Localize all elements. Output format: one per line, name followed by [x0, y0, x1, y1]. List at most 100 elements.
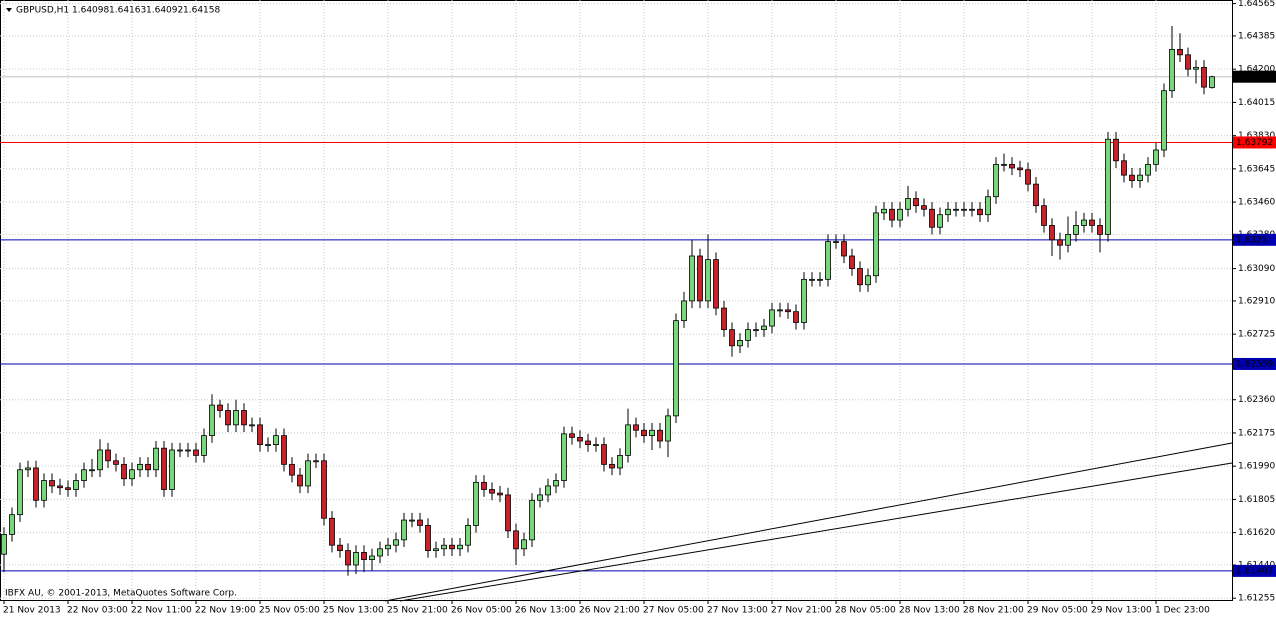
candle-body	[177, 449, 183, 452]
axes: 1.64565 1.64385 1.64200 1.64015 1.63830 1.636…	[3, 0, 1276, 616]
candle-body	[769, 309, 775, 327]
candle-body	[785, 309, 791, 313]
candle-body	[1153, 149, 1159, 165]
candle-body	[393, 539, 399, 546]
price-tag-label: 1.64158	[1236, 72, 1273, 82]
candle-body	[657, 429, 663, 442]
candle-body	[433, 548, 439, 551]
x-tick-label: 25 Nov 13:00	[323, 606, 384, 616]
candle-body	[169, 449, 175, 490]
candle-body	[409, 519, 415, 522]
candle-body	[337, 544, 343, 551]
candle-body	[921, 205, 927, 210]
price-tag	[1233, 564, 1276, 577]
candle-body	[441, 544, 447, 550]
candle-body	[1041, 205, 1047, 226]
candle-body	[201, 435, 207, 456]
candle-body	[641, 429, 647, 437]
header-value: 1.64163	[109, 6, 146, 16]
candle-body	[1057, 239, 1063, 246]
candle-body	[905, 198, 911, 210]
plot-frame	[0, 0, 1233, 601]
candle-body	[689, 255, 695, 302]
candle-body	[1121, 160, 1127, 176]
y-tick-label: 1.63460	[1238, 198, 1275, 208]
candle-body	[913, 198, 919, 207]
symbol-title: GBPUSD,H1	[16, 6, 69, 16]
candle-body	[569, 433, 575, 438]
candle-body	[857, 268, 863, 286]
menu-arrow	[6, 8, 12, 12]
candle-body	[969, 208, 975, 211]
candle-body	[105, 449, 111, 462]
candle-body	[849, 255, 855, 269]
candle-body	[377, 548, 383, 557]
candle-body	[217, 404, 223, 411]
candle-body	[1089, 219, 1095, 226]
candle-body	[73, 480, 79, 490]
header-value: 1.64098	[72, 6, 109, 16]
candle-body	[985, 196, 991, 216]
x-tick-label: 22 Nov 11:00	[131, 606, 192, 616]
candle-body	[281, 435, 287, 465]
trend-line	[399, 462, 1233, 602]
candle-body	[97, 449, 103, 471]
candle-body	[793, 311, 799, 323]
candle-body	[1009, 163, 1015, 169]
candle-body	[273, 435, 279, 446]
x-tick-label: 28 Nov 21:00	[963, 606, 1024, 616]
price-tag-label: 1.61407	[1236, 566, 1273, 576]
candle-body	[649, 429, 655, 437]
candle-body	[977, 208, 983, 216]
candle-body	[41, 480, 47, 501]
candle-body	[289, 463, 295, 476]
x-tick-label: 25 Nov 05:00	[259, 606, 320, 616]
candle-body	[777, 309, 783, 312]
candle-body	[297, 474, 303, 487]
candle-body	[761, 325, 767, 331]
candle-body	[497, 492, 503, 496]
candle-body	[265, 444, 271, 447]
y-tick-label: 1.64200	[1238, 65, 1275, 75]
candle-body	[1145, 163, 1151, 176]
candle-body	[81, 469, 87, 481]
candle-body	[961, 208, 967, 211]
candle-body	[1161, 90, 1167, 151]
candle-body	[505, 494, 511, 532]
trend-line	[384, 442, 1233, 602]
y-tick-label: 1.61255	[1238, 594, 1275, 604]
candle-body	[929, 208, 935, 228]
candle-body	[1129, 174, 1135, 181]
candle-body	[193, 449, 199, 456]
candle-body	[593, 444, 599, 447]
candle-body	[1177, 49, 1183, 56]
x-tick-label: 27 Nov 13:00	[707, 606, 768, 616]
candle-body	[161, 447, 167, 490]
candle-body	[625, 424, 631, 456]
candle-body	[353, 551, 359, 566]
candle-body	[1017, 167, 1023, 171]
candle-body	[1065, 234, 1071, 246]
candle-body	[753, 329, 759, 332]
candle-body	[465, 525, 471, 546]
candle-body	[1097, 225, 1103, 235]
candle-body	[1137, 174, 1143, 181]
candle-body	[585, 440, 591, 446]
candle-body	[1073, 225, 1079, 235]
price-tag	[1233, 136, 1276, 149]
header-value: 1.64092	[146, 6, 183, 16]
x-tick-label: 22 Nov 19:00	[195, 606, 256, 616]
x-tick-label: 28 Nov 05:00	[835, 606, 896, 616]
candle-body	[257, 424, 263, 446]
candle-body	[577, 437, 583, 442]
candle-body	[345, 550, 351, 566]
x-tick-label: 22 Nov 03:00	[67, 606, 128, 616]
x-tick-label: 27 Nov 21:00	[771, 606, 832, 616]
candle-body	[601, 444, 607, 465]
candle-body	[1201, 66, 1207, 88]
candle-body	[937, 214, 943, 228]
candle-body	[1209, 76, 1215, 88]
candle-body	[817, 278, 823, 281]
